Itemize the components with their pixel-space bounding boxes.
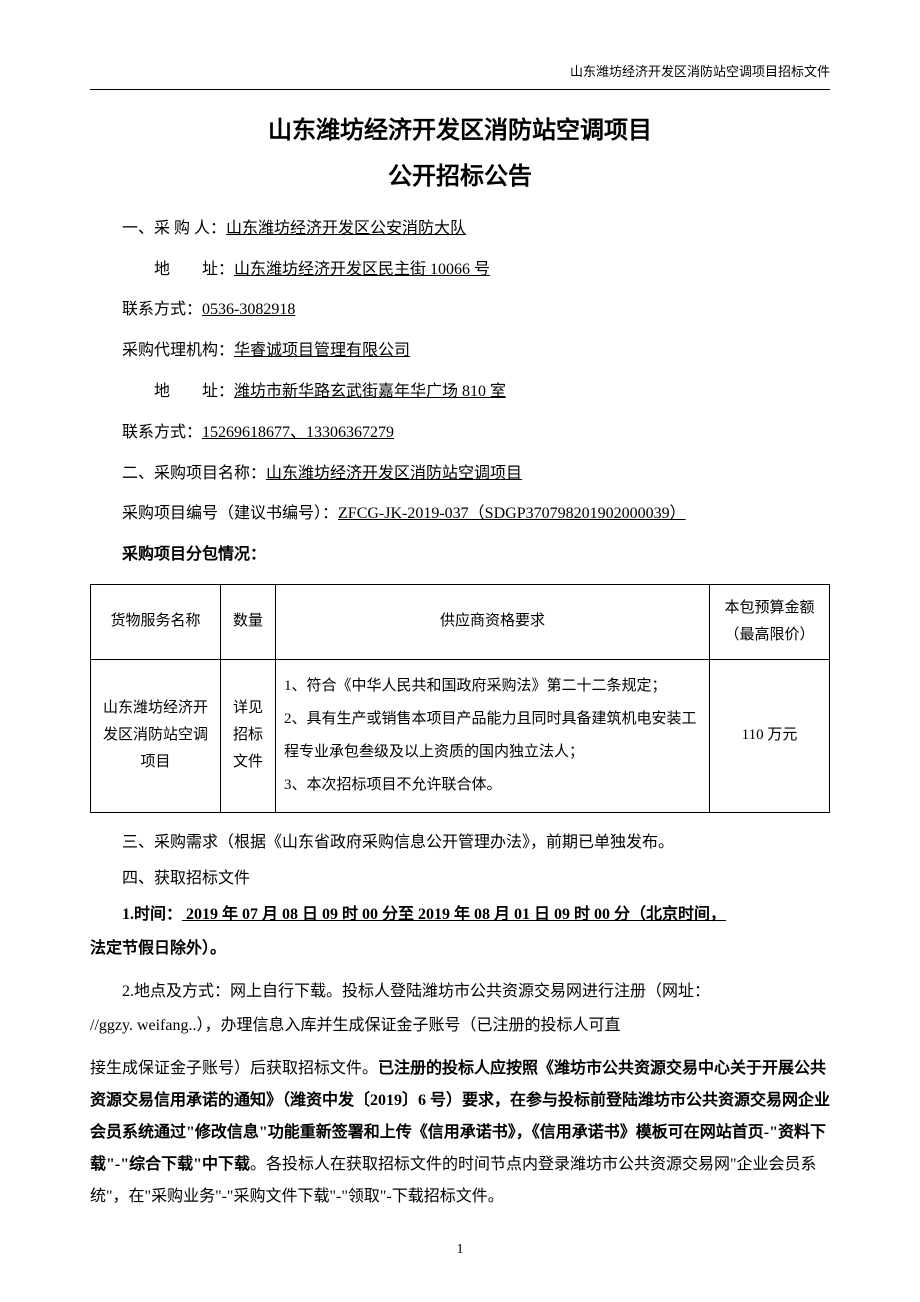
address2-row: 地 址：潍坊市新华路玄武街嘉年华广场 810 室 — [90, 378, 830, 407]
contact1-label: 联系方式： — [122, 301, 202, 318]
contact2-value: 15269618677、13306367279 — [202, 424, 394, 441]
doc-title-line1: 山东潍坊经济开发区消防站空调项目 — [90, 110, 830, 153]
contact1-value: 0536-3082918 — [202, 301, 295, 318]
contact2-label: 联系方式： — [122, 424, 202, 441]
project-number-value: ZFCG-JK-2019-037（SDGP370798201902000039） — [338, 505, 686, 522]
section4-heading: 四、获取招标文件 — [90, 863, 830, 895]
section3-text: 三、采购需求（根据《山东省政府采购信息公开管理办法》，前期已单独发布。 — [90, 827, 830, 859]
address1-value: 山东潍坊经济开发区民主街 10066 号 — [234, 261, 490, 278]
td-qty: 详见招标文件 — [221, 659, 276, 812]
project-number-label: 采购项目编号（建议书编号）： — [122, 505, 338, 522]
project-name-label: 二、采购项目名称： — [122, 465, 266, 482]
contact1-row: 联系方式：0536-3082918 — [90, 296, 830, 325]
project-number-row: 采购项目编号（建议书编号）：ZFCG-JK-2019-037（SDGP37079… — [90, 500, 830, 529]
th-name: 货物服务名称 — [91, 584, 221, 659]
doc-title-line2: 公开招标公告 — [90, 156, 830, 199]
address1-label: 地 址： — [122, 256, 234, 285]
place-line1: 2.地点及方式：网上自行下载。投标人登陆潍坊市公共资源交易网进行注册（网址： — [90, 976, 830, 1008]
time-line1: 1.时间： 2019 年 07 月 08 日 09 时 00 分至 2019 年… — [90, 899, 830, 931]
project-name-value: 山东潍坊经济开发区消防站空调项目 — [266, 465, 522, 482]
time-line2: 法定节假日除外）。 — [90, 935, 830, 964]
td-req: 1、符合《中华人民共和国政府采购法》第二十二条规定； 2、具有生产或销售本项目产… — [276, 659, 710, 812]
time-value: 2019 年 07 月 08 日 09 时 00 分至 2019 年 08 月 … — [182, 906, 726, 923]
table-row: 山东潍坊经济开发区消防站空调项目 详见招标文件 1、符合《中华人民共和国政府采购… — [91, 659, 830, 812]
time-label: 1.时间： — [122, 906, 182, 923]
agency-value: 华睿诚项目管理有限公司 — [234, 342, 410, 359]
header-divider — [90, 89, 830, 90]
th-req: 供应商资格要求 — [276, 584, 710, 659]
th-qty: 数量 — [221, 584, 276, 659]
page-number: 1 — [90, 1237, 830, 1262]
th-budget: 本包预算金额（最高限价） — [710, 584, 830, 659]
agency-row: 采购代理机构：华睿诚项目管理有限公司 — [90, 337, 830, 366]
place-line3-plain: 接生成保证金子账号）后获取招标文件。 — [90, 1060, 378, 1077]
td-name: 山东潍坊经济开发区消防站空调项目 — [91, 659, 221, 812]
address2-label: 地 址： — [122, 378, 234, 407]
contact2-row: 联系方式：15269618677、13306367279 — [90, 419, 830, 448]
address1-row: 地 址：山东潍坊经济开发区民主街 10066 号 — [90, 256, 830, 285]
purchaser-row: 一、采 购 人：山东潍坊经济开发区公安消防大队 — [90, 215, 830, 244]
project-name-row: 二、采购项目名称：山东潍坊经济开发区消防站空调项目 — [90, 460, 830, 489]
package-table: 货物服务名称 数量 供应商资格要求 本包预算金额（最高限价） 山东潍坊经济开发区… — [90, 584, 830, 813]
purchaser-value: 山东潍坊经济开发区公安消防大队 — [226, 220, 466, 237]
place-block: 接生成保证金子账号）后获取招标文件。已注册的投标人应按照《潍坊市公共资源交易中心… — [90, 1053, 830, 1213]
place-line2: //ggzy. weifang..），办理信息入库并生成保证金子账号（已注册的投… — [90, 1012, 830, 1041]
purchaser-label: 一、采 购 人： — [122, 220, 226, 237]
td-budget: 110 万元 — [710, 659, 830, 812]
address2-value: 潍坊市新华路玄武街嘉年华广场 810 室 — [234, 383, 506, 400]
header-doc-title: 山东潍坊经济开发区消防站空调项目招标文件 — [90, 60, 830, 83]
agency-label: 采购代理机构： — [122, 342, 234, 359]
table-header-row: 货物服务名称 数量 供应商资格要求 本包预算金额（最高限价） — [91, 584, 830, 659]
package-heading: 采购项目分包情况： — [90, 541, 830, 570]
